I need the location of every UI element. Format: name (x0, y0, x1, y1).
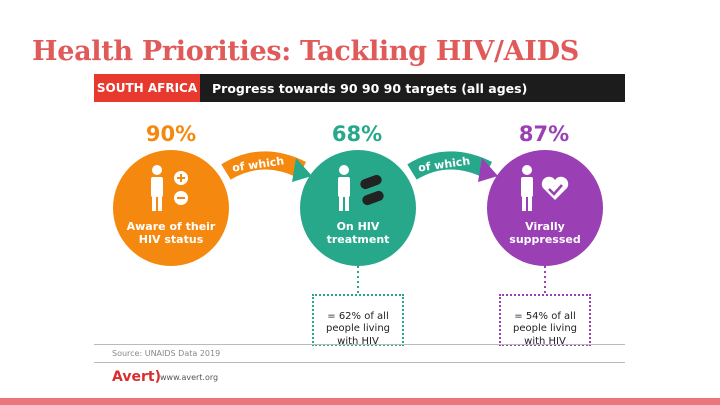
arrow-1-head-icon (292, 158, 312, 182)
avert-url: www.avert.org (160, 373, 219, 382)
arrow-1-icon (221, 151, 307, 180)
divider-top (94, 344, 625, 345)
divider-bottom (94, 362, 625, 363)
stage-2-circle: On HIV treatment (300, 150, 416, 266)
country-label: SOUTH AFRICA (94, 74, 200, 102)
person-plus-minus-icon (151, 165, 188, 211)
arrow-2-icon (407, 151, 493, 180)
stage-1-percent: 90% (145, 122, 197, 146)
person-heart-check-icon (521, 165, 569, 211)
avert-logo: Avert) (112, 369, 161, 385)
infographic-subtitle: Progress towards 90 90 90 targets (all a… (212, 80, 528, 96)
stage-2-percent: 68% (331, 122, 383, 146)
stage-3-circle: Virally suppressed (487, 150, 603, 266)
stat-box-1-text: = 62% of all people living with HIV (325, 310, 390, 347)
slide-title: Health Priorities: Tackling HIV/AIDS (32, 36, 579, 67)
arrow-2-head-icon (478, 158, 498, 182)
source-note: Source: UNAIDS Data 2019 (112, 349, 221, 358)
person-pills-icon (338, 165, 384, 211)
stage-1-circle: Aware of their HIV status (113, 150, 229, 266)
stat-box-2-text: = 54% of all people living with HIV (512, 310, 577, 347)
avert-logo-text: Avert (112, 369, 155, 385)
stage-3-label: Virally suppressed (509, 220, 581, 246)
stage-3-percent: 87% (518, 122, 570, 146)
stage-1-label: Aware of their HIV status (126, 220, 216, 246)
stat-box-2: = 54% of all people living with HIV (499, 294, 591, 347)
infographic-header: SOUTH AFRICA Progress towards 90 90 90 t… (94, 74, 625, 102)
bottom-accent-bar (0, 398, 720, 405)
stat-box-1: = 62% of all people living with HIV (312, 294, 404, 347)
stage-2-label: On HIV treatment (326, 220, 390, 246)
